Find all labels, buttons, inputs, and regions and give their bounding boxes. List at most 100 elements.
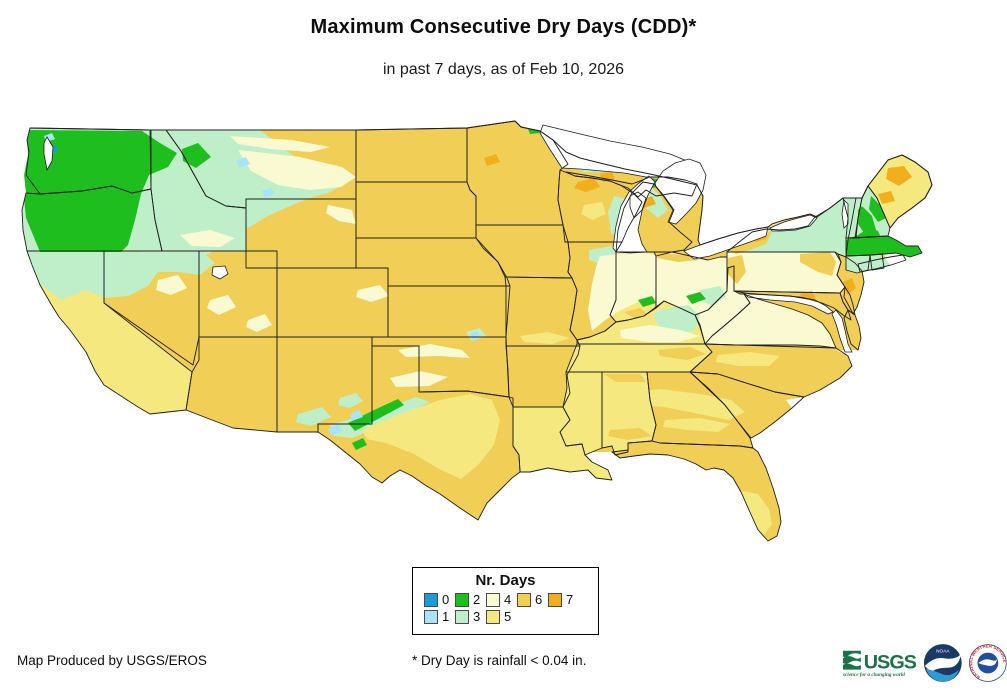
state-NM <box>277 337 372 432</box>
legend-item-label: 0 <box>442 592 450 607</box>
overlay-region <box>624 308 648 318</box>
state-MD <box>734 291 851 320</box>
state-AR <box>506 346 580 407</box>
usgs-wave-icon <box>842 650 861 670</box>
page-subtitle: in past 7 days, as of Feb 10, 2026 <box>382 61 625 78</box>
overlay-region <box>886 166 912 186</box>
legend-item-label: 6 <box>535 592 543 607</box>
overlay-region <box>326 205 356 224</box>
state-OK <box>372 337 509 397</box>
puget-sound <box>43 136 54 172</box>
legend-swatch <box>455 592 469 607</box>
overlay-region <box>700 286 726 306</box>
overlay-region <box>843 278 856 295</box>
legend-item: 1 <box>424 609 455 624</box>
overlay-region <box>878 191 895 204</box>
legend-swatch <box>486 592 500 607</box>
overlay-region <box>156 275 187 295</box>
legend-item: 0 <box>424 592 455 607</box>
overlay-region <box>182 143 211 168</box>
overlay-region <box>398 344 470 358</box>
state-MN <box>467 121 568 225</box>
overlay-region <box>328 424 342 436</box>
legend-title: Nr. Days <box>475 572 536 589</box>
overlay-region <box>800 252 836 276</box>
overlay-region <box>657 252 700 262</box>
overlay-region <box>520 332 570 344</box>
state-SD <box>356 182 476 238</box>
overlay-region <box>588 252 740 331</box>
overlay-region <box>574 178 600 192</box>
overlay-region <box>737 259 806 284</box>
nws-logo: NATIONAL WEATHER SERVICE <box>969 643 1007 682</box>
legend-item: 2 <box>455 592 486 607</box>
water-layer <box>43 124 853 353</box>
legend-item-label: 5 <box>504 609 512 624</box>
map-legend: Nr. Days 0 2 4 6 7 1 3 5 <box>412 567 599 635</box>
state-KS <box>388 286 510 337</box>
agency-logos: USGS science for a changing world NOAA N… <box>842 638 1007 688</box>
overlay-region <box>350 410 363 421</box>
overlay-region <box>296 407 331 426</box>
noaa-logo-text: NOAA <box>936 649 950 654</box>
potomac-river <box>742 292 834 315</box>
state-border-strokes <box>21 120 933 542</box>
legend-item: 3 <box>455 609 486 624</box>
overlay-region <box>470 331 481 340</box>
legend-item-label: 1 <box>442 609 450 624</box>
dry-day-footnote: * Dry Day is rainfall < 0.04 in. <box>412 653 587 668</box>
state-MO <box>505 277 580 346</box>
overlay-region <box>262 188 275 198</box>
overlay-region <box>356 285 389 302</box>
legend-rows: 0 2 4 6 7 1 3 5 <box>413 592 598 624</box>
legend-row: 1 3 5 <box>413 609 598 624</box>
overlay-region <box>581 202 606 220</box>
state-RI <box>870 254 884 270</box>
legend-swatch <box>517 592 531 607</box>
overlay-region <box>658 347 706 360</box>
overlay-region <box>686 292 706 304</box>
overlay-region <box>348 399 404 431</box>
overlay-region <box>484 154 500 166</box>
map-fill-layer <box>22 121 932 541</box>
legend-item-label: 7 <box>566 592 574 607</box>
green-bay <box>629 191 647 219</box>
state-borders-layer <box>21 120 933 542</box>
noaa-gull-icon <box>924 654 961 672</box>
overlay-region <box>858 206 876 236</box>
usgs-logo-text: USGS <box>864 652 916 674</box>
overlay-region <box>620 389 745 420</box>
state-SC <box>690 372 804 438</box>
great-salt-lake <box>211 265 229 280</box>
usgs-logo: USGS science for a changing world <box>842 650 916 678</box>
overlay-region <box>728 255 746 284</box>
overlay-region <box>230 136 330 152</box>
overlay-region <box>638 296 656 307</box>
legend-item-label: 3 <box>473 609 481 624</box>
overlay-region <box>663 418 730 432</box>
legend-item-label: 2 <box>473 592 481 607</box>
lake-huron <box>654 158 707 225</box>
credit-text: Map Produced by USGS/EROS <box>17 653 207 668</box>
legend-swatch <box>486 609 500 624</box>
page-title: Maximum Consecutive Dry Days (CDD)* <box>310 16 697 38</box>
overlay-region <box>23 130 177 252</box>
legend-item-label: 4 <box>504 592 512 607</box>
overlay-region <box>869 196 886 222</box>
legend-row: 0 2 4 6 7 <box>413 592 598 607</box>
overlay-region <box>338 393 363 408</box>
overlay-region <box>604 374 646 382</box>
overlay-region <box>236 157 250 168</box>
overlay-region <box>180 230 235 247</box>
legend-swatch <box>455 609 469 624</box>
overlay-region <box>27 251 215 300</box>
legend-item: 7 <box>548 592 579 607</box>
overlay-region <box>207 295 236 315</box>
usgs-tagline: science for a changing world <box>842 672 905 678</box>
state-WV <box>695 266 750 344</box>
overlay-region <box>716 352 780 366</box>
nws-bird-icon <box>978 658 998 666</box>
state-AZ <box>186 337 277 432</box>
